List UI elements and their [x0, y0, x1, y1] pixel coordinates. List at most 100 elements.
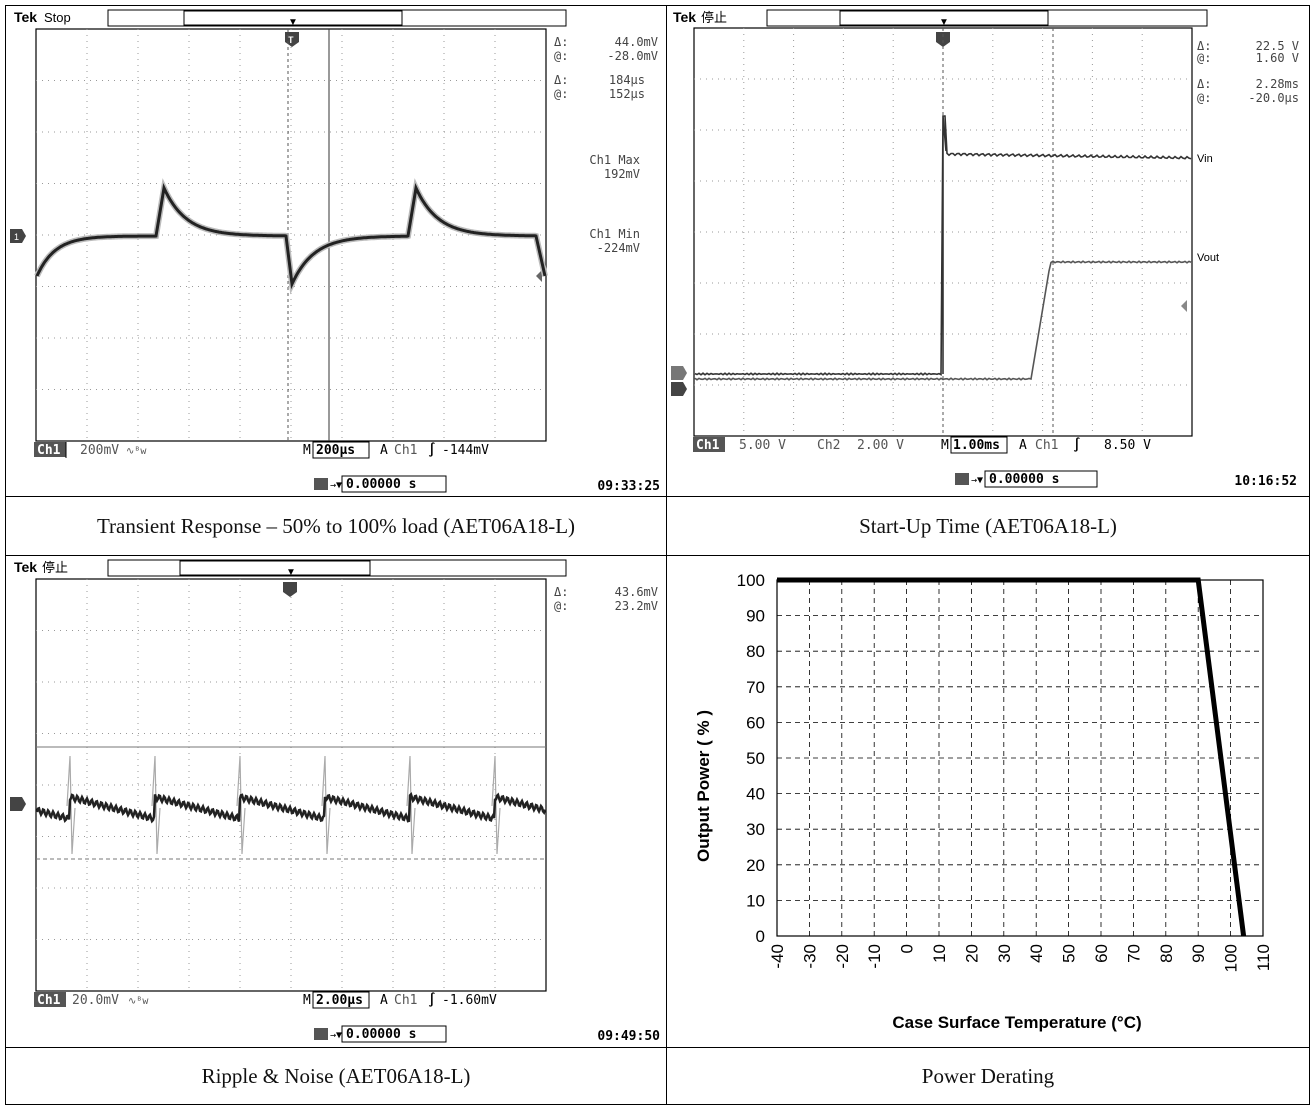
- y-tick-label: 100: [737, 571, 765, 590]
- a-label: A: [1019, 438, 1027, 453]
- readout-val-4: -20.0µs: [1248, 91, 1299, 105]
- clock: 09:33:25: [597, 479, 660, 494]
- panel-startup-scope: Tek 停止 ▼ Vin Vout Δ: 22.5 V @: 1.60 V Δ:…: [666, 5, 1310, 497]
- trigger-position-icon: [283, 582, 297, 597]
- x-tick-label: -20: [833, 944, 852, 969]
- x-tick-label: 90: [1189, 944, 1208, 963]
- y-tick-label: 0: [756, 927, 765, 946]
- svg-text:T: T: [288, 35, 294, 45]
- x-tick-label: 100: [1222, 944, 1241, 972]
- cursor-readout: Δ: 43.6mV @: 23.2mV: [554, 585, 658, 613]
- record-bar: [107, 9, 567, 27]
- readout-sym-2: @:: [554, 49, 568, 63]
- ch1-badge[interactable]: [34, 442, 66, 457]
- caption-startup-text: Start-Up Time (AET06A18-L): [859, 513, 1117, 538]
- ch2-vdiv: 2.00 V: [857, 438, 904, 453]
- brand-label: Tek: [14, 9, 37, 25]
- m-label: M: [303, 443, 311, 458]
- y-tick-label: 80: [746, 642, 765, 661]
- trigger-pos-value: 0.00000 s: [346, 477, 416, 492]
- trigger-level-icon: [1181, 300, 1187, 312]
- ch1-badge[interactable]: [34, 992, 66, 1007]
- ch1-label: Ch1: [37, 443, 61, 458]
- run-state: 停止: [701, 10, 727, 25]
- graticule-grid: [36, 579, 546, 991]
- caption-transient-text: Transient Response – 50% to 100% load (A…: [96, 513, 576, 538]
- clock: 10:16:52: [1234, 474, 1297, 489]
- y-tick-label: 50: [746, 749, 765, 768]
- trigger-marker-icon: ▼: [288, 17, 298, 28]
- vout-label: Vout: [1197, 252, 1219, 264]
- readout-sym-4: @:: [1197, 91, 1211, 105]
- readout-val-4: 152µs: [609, 87, 645, 101]
- svg-text:→▼: →▼: [330, 480, 342, 491]
- a-label: A: [380, 443, 388, 458]
- ch1-ground-marker-icon: [10, 229, 26, 243]
- waveform-ch1: [35, 792, 547, 824]
- scope-ripple: Tek 停止 ▼ Δ: 43.6mV @: 23.2mV Ch1 20.0mV …: [10, 559, 660, 1044]
- trigger-pos-box: [341, 475, 447, 493]
- chart-grid: [776, 579, 1264, 937]
- coupling-icon: ∿ᴮw: [126, 446, 147, 457]
- x-tick-label: 70: [1124, 944, 1143, 963]
- trigger-marker-icon: ▼: [286, 567, 296, 578]
- x-axis-label: Case Surface Temperature (°C): [892, 1013, 1141, 1032]
- ch1-badge[interactable]: [693, 437, 725, 452]
- status-bar: Ch1 200mV ∿ᴮw M 200µs A Ch1 ∫ -144mV →▼ …: [34, 441, 660, 494]
- y-tick-labels: 0 10 20 30 40 50 60 70 80 90 100: [737, 571, 765, 946]
- clock: 09:49:50: [597, 1029, 660, 1044]
- caption-startup: Start-Up Time (AET06A18-L): [666, 496, 1310, 556]
- caption-transient: Transient Response – 50% to 100% load (A…: [5, 496, 667, 556]
- record-window: [183, 10, 403, 26]
- readout-sym-1: Δ:: [554, 585, 568, 599]
- caption-derating-text: Power Derating: [921, 1063, 1055, 1088]
- readout-val-1: 22.5 V: [1256, 39, 1299, 53]
- trigger-marker-icon: ▼: [939, 17, 949, 28]
- panel-derating-chart: 0 10 20 30 40 50 60 70 80 90 100 -40 -30 -20 -10 0 10 20…: [666, 555, 1310, 1048]
- caption-ripple-text: Ripple & Noise (AET06A18-L): [201, 1063, 471, 1088]
- readout-val-2: 23.2mV: [615, 599, 658, 613]
- readout-sym-1: Δ:: [1197, 39, 1211, 53]
- timebase-value: 200µs: [316, 443, 355, 458]
- ch2-ground-marker-icon: [671, 366, 687, 380]
- waveform-ch1: [35, 183, 547, 290]
- readout-sym-3: Δ:: [554, 73, 568, 87]
- y-tick-label: 70: [746, 678, 765, 697]
- cursor-readout: Δ: 22.5 V @: 1.60 V Δ: 2.28ms @: -20.0µs: [1197, 39, 1299, 105]
- run-state: 停止: [42, 560, 68, 575]
- y-tick-label: 30: [746, 820, 765, 839]
- slope-icon: ∫: [428, 992, 436, 1008]
- status-bar: Ch1 5.00 V Ch2 2.00 V M 1.00ms A Ch1 ∫ 8…: [693, 436, 1297, 489]
- slope-icon: ∫: [1073, 437, 1081, 453]
- brand-label: Tek: [14, 559, 37, 575]
- panel-ripple-scope: Tek 停止 ▼ Δ: 43.6mV @: 23.2mV Ch1 20.0mV …: [5, 555, 667, 1048]
- measure-min-value: -224mV: [597, 241, 640, 255]
- y-tick-label: 60: [746, 713, 765, 732]
- y-tick-label: 10: [746, 891, 765, 910]
- waveform-vin: [694, 115, 1192, 376]
- m-label: M: [941, 438, 949, 453]
- trig-ch-label: Ch1: [394, 993, 417, 1008]
- ch2-label: Ch2: [817, 438, 840, 453]
- ch1-label: Ch1: [696, 438, 720, 453]
- measure-max-value: 192mV: [604, 167, 640, 181]
- y-tick-label: 90: [746, 607, 765, 626]
- x-tick-label: 40: [1027, 944, 1046, 963]
- trig-level: -144mV: [442, 443, 489, 458]
- readout-sym-3: Δ:: [1197, 77, 1211, 91]
- trigger-level-icon: [536, 270, 542, 282]
- trigger-pos-icon: [314, 478, 328, 490]
- vdiv-value: 20.0mV: [72, 993, 119, 1008]
- ch1-vdiv: 5.00 V: [739, 438, 786, 453]
- cursor-readout: Δ: 44.0mV @: -28.0mV Δ: 184µs @: 152µs C…: [554, 35, 658, 255]
- readout-val-3: 2.28ms: [1256, 77, 1299, 91]
- readout-val-2: -28.0mV: [607, 49, 658, 63]
- trig-ch-label: Ch1: [1035, 438, 1058, 453]
- vdiv-value: 200mV: [80, 443, 119, 458]
- svg-text:1: 1: [14, 232, 19, 242]
- panel-transient-scope: Tek Stop ▼ T 1 Δ: 44.0mV @: -28.0mV Δ: 1…: [5, 5, 667, 497]
- x-tick-label: -30: [800, 944, 819, 969]
- measure-max-label: Ch1 Max: [589, 153, 640, 167]
- y-tick-label: 20: [746, 856, 765, 875]
- trigger-pos-value: 0.00000 s: [989, 472, 1059, 487]
